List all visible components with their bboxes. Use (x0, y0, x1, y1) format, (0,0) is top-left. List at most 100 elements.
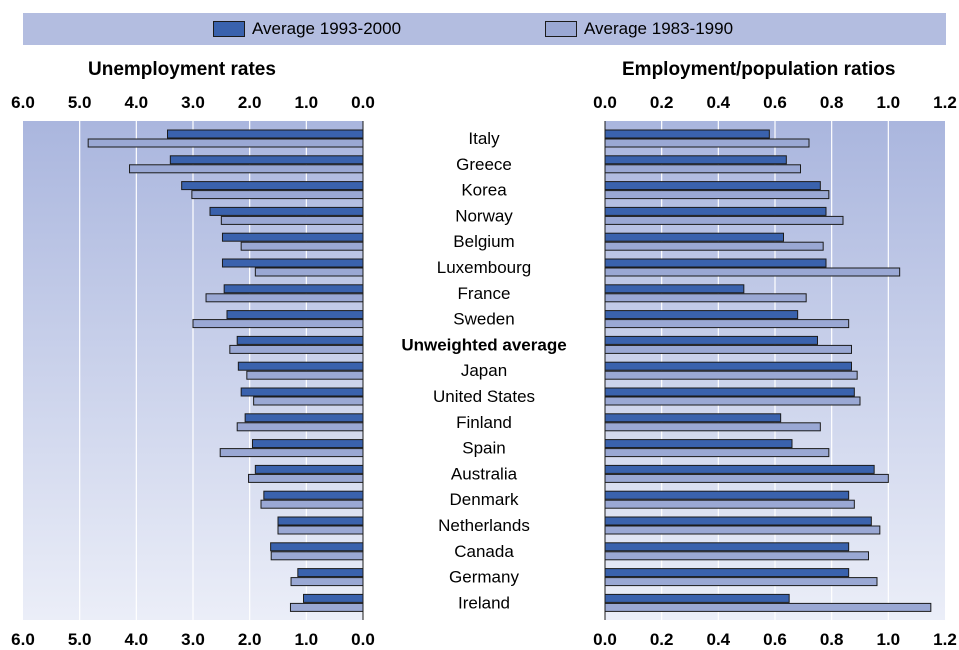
employment-bar-norway-1993-2000 (604, 206, 827, 216)
unemployment-tick-label-bottom: 1.0 (295, 630, 319, 649)
employment-bar-finland-1993-2000 (604, 413, 782, 423)
employment-bar-sweden-1983-1990 (604, 319, 850, 329)
employment-bar-united-states-1993-2000 (604, 387, 855, 397)
unemployment-bar-luxembourg-1993-2000 (221, 258, 364, 268)
unemployment-bar-australia-1993-2000 (254, 464, 364, 474)
employment-tick-label-bottom: 0.4 (707, 630, 731, 649)
employment-tick-label-bottom: 0.6 (763, 630, 787, 649)
unemployment-bar-ireland-1993-2000 (303, 593, 364, 603)
unemployment-bar-unweighted-average-1983-1990 (229, 344, 364, 354)
employment-bar-denmark-1983-1990 (604, 499, 855, 509)
category-label-canada: Canada (454, 542, 514, 561)
unemployment-bar-france-1993-2000 (223, 284, 364, 294)
employment-bar-luxembourg-1993-2000 (604, 258, 827, 268)
category-label-netherlands: Netherlands (438, 516, 530, 535)
employment-tick-label-bottom: 0.2 (650, 630, 674, 649)
employment-tick-label-top: 1.2 (933, 93, 957, 112)
employment-bar-australia-1983-1990 (604, 473, 889, 483)
employment-bar-sweden-1993-2000 (604, 310, 799, 320)
category-label-norway: Norway (455, 206, 513, 225)
category-label-sweden: Sweden (453, 310, 514, 329)
unemployment-tick-label-bottom: 3.0 (181, 630, 205, 649)
unemployment-bar-luxembourg-1983-1990 (254, 267, 364, 277)
employment-bar-spain-1983-1990 (604, 448, 830, 458)
unemployment-title: Unemployment rates (88, 59, 276, 80)
employment-bar-unweighted-average-1983-1990 (604, 344, 852, 354)
category-label-australia: Australia (451, 464, 518, 483)
category-label-belgium: Belgium (453, 232, 514, 251)
legend-item-1993-2000: Average 1993-2000 (213, 13, 401, 45)
employment-bar-netherlands-1983-1990 (604, 525, 881, 535)
unemployment-bar-sweden-1993-2000 (226, 310, 364, 320)
employment-bar-belgium-1993-2000 (604, 232, 784, 242)
legend: Average 1993-2000 Average 1983-1990 (23, 13, 946, 45)
category-label-unweighted-average: Unweighted average (401, 335, 566, 354)
legend-item-1983-1990: Average 1983-1990 (545, 13, 733, 45)
employment-tick-label-bottom: 0.8 (820, 630, 844, 649)
category-label-denmark: Denmark (450, 490, 519, 509)
unemployment-bar-germany-1993-2000 (297, 568, 364, 578)
unemployment-tick-label-top: 1.0 (295, 93, 319, 112)
unemployment-tick-label-bottom: 0.0 (351, 630, 375, 649)
legend-swatch-1993-2000 (213, 21, 245, 37)
unemployment-tick-label-top: 2.0 (238, 93, 262, 112)
unemployment-tick-label-bottom: 2.0 (238, 630, 262, 649)
unemployment-bar-spain-1983-1990 (219, 448, 364, 458)
unemployment-bar-belgium-1993-2000 (221, 232, 364, 242)
unemployment-bar-netherlands-1983-1990 (277, 525, 364, 535)
unemployment-bar-korea-1983-1990 (191, 190, 364, 200)
category-label-japan: Japan (461, 361, 507, 380)
employment-bar-germany-1993-2000 (604, 568, 850, 578)
employment-tick-label-bottom: 0.0 (593, 630, 617, 649)
employment-tick-label-top: 1.0 (877, 93, 901, 112)
employment-bar-france-1993-2000 (604, 284, 745, 294)
category-label-ireland: Ireland (458, 593, 510, 612)
unemployment-bar-unweighted-average-1993-2000 (236, 335, 364, 345)
unemployment-bar-united-states-1993-2000 (240, 387, 364, 397)
category-label-italy: Italy (468, 129, 500, 148)
unemployment-bar-finland-1993-2000 (244, 413, 364, 423)
employment-bar-korea-1983-1990 (604, 190, 830, 200)
category-label-luxembourg: Luxembourg (437, 258, 532, 277)
employment-bar-australia-1993-2000 (604, 464, 875, 474)
category-label-france: France (458, 284, 511, 303)
unemployment-bar-united-states-1983-1990 (253, 396, 364, 406)
employment-bar-japan-1983-1990 (604, 370, 858, 380)
unemployment-bar-sweden-1983-1990 (192, 319, 364, 329)
unemployment-bar-italy-1983-1990 (87, 138, 364, 148)
unemployment-bar-japan-1993-2000 (237, 361, 364, 371)
employment-bar-italy-1993-2000 (604, 129, 770, 139)
category-label-united-states: United States (433, 387, 535, 406)
employment-bar-germany-1983-1990 (604, 577, 878, 587)
employment-bar-greece-1983-1990 (604, 164, 801, 174)
unemployment-bar-spain-1993-2000 (252, 439, 364, 449)
unemployment-tick-label-bottom: 4.0 (125, 630, 149, 649)
employment-bar-netherlands-1993-2000 (604, 516, 872, 526)
unemployment-bar-canada-1993-2000 (270, 542, 364, 552)
employment-bar-canada-1983-1990 (604, 551, 869, 561)
unemployment-bar-denmark-1983-1990 (260, 499, 364, 509)
employment-bar-ireland-1993-2000 (604, 593, 790, 603)
employment-bar-korea-1993-2000 (604, 181, 821, 191)
unemployment-tick-label-top: 5.0 (68, 93, 92, 112)
legend-label-1993-2000: Average 1993-2000 (252, 19, 402, 38)
legend-label-1983-1990: Average 1983-1990 (584, 19, 734, 38)
employment-bar-unweighted-average-1993-2000 (604, 335, 818, 345)
unemployment-bar-korea-1993-2000 (181, 181, 364, 191)
category-label-korea: Korea (461, 181, 507, 200)
unemployment-bar-greece-1983-1990 (129, 164, 364, 174)
employment-bar-united-states-1983-1990 (604, 396, 861, 406)
employment-bar-canada-1993-2000 (604, 542, 850, 552)
employment-bar-denmark-1993-2000 (604, 490, 850, 500)
unemployment-bar-france-1983-1990 (205, 293, 364, 303)
unemployment-tick-label-bottom: 5.0 (68, 630, 92, 649)
unemployment-bar-norway-1993-2000 (209, 206, 364, 216)
employment-bar-greece-1993-2000 (604, 155, 787, 165)
employment-tick-label-top: 0.2 (650, 93, 674, 112)
unemployment-bar-australia-1983-1990 (248, 473, 364, 483)
employment-bar-belgium-1983-1990 (604, 241, 824, 251)
unemployment-bar-denmark-1993-2000 (263, 490, 364, 500)
category-label-germany: Germany (449, 568, 519, 587)
employment-title: Employment/population ratios (622, 59, 896, 80)
unemployment-bar-japan-1983-1990 (246, 370, 364, 380)
